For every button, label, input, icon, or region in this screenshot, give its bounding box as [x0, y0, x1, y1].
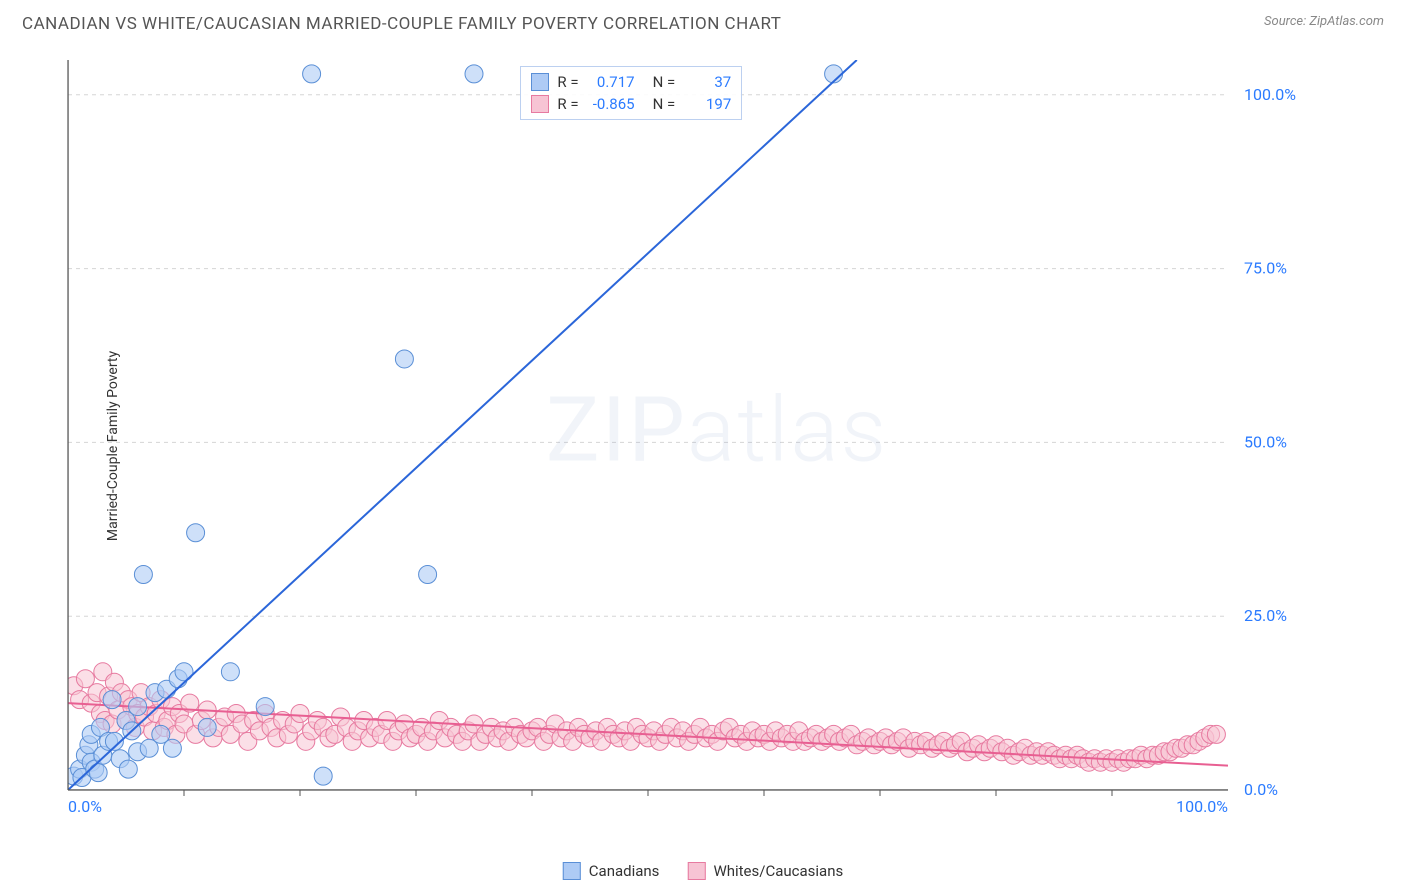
- scatter-point: [89, 764, 107, 782]
- stat-label: N =: [653, 73, 676, 91]
- svg-text:75.0%: 75.0%: [1244, 259, 1287, 278]
- stat-r-value: 0.717: [587, 73, 635, 91]
- stat-r-value: -0.865: [587, 95, 635, 113]
- chart-area: Married-Couple Family Poverty 0.0% 25.0% 5…: [48, 50, 1386, 842]
- svg-text:50.0%: 50.0%: [1244, 432, 1287, 451]
- scatter-point: [119, 760, 137, 778]
- svg-text:0.0%: 0.0%: [1244, 780, 1278, 799]
- header: CANADIAN VS WHITE/CAUCASIAN MARRIED-COUP…: [0, 0, 1406, 40]
- series-swatch: [531, 73, 549, 91]
- svg-text:25.0%: 25.0%: [1244, 606, 1287, 625]
- scatter-point: [314, 767, 332, 785]
- stat-label: N =: [653, 95, 676, 113]
- legend-item: Whites/Caucasians: [687, 862, 843, 880]
- legend: Canadians Whites/Caucasians: [563, 862, 843, 880]
- scatter-point: [419, 565, 437, 583]
- legend-label: Whites/Caucasians: [713, 862, 843, 880]
- legend-swatch: [563, 862, 581, 880]
- scatter-point: [465, 65, 483, 83]
- trend-line: [68, 60, 857, 790]
- chart-title: CANADIAN VS WHITE/CAUCASIAN MARRIED-COUP…: [22, 14, 781, 34]
- stats-row: R = -0.865 N = 197: [531, 93, 731, 115]
- svg-text:100.0%: 100.0%: [1244, 85, 1296, 104]
- series-swatch: [531, 95, 549, 113]
- scatter-point: [187, 524, 205, 542]
- scatter-point: [163, 739, 181, 757]
- stat-n-value: 197: [683, 95, 731, 113]
- svg-text:100.0%: 100.0%: [1176, 797, 1228, 816]
- y-axis-label: Married-Couple Family Poverty: [105, 351, 121, 541]
- legend-item: Canadians: [563, 862, 660, 880]
- stat-label: R =: [557, 95, 578, 113]
- scatter-point: [303, 65, 321, 83]
- svg-text:0.0%: 0.0%: [68, 797, 102, 816]
- scatter-point: [1207, 725, 1225, 743]
- scatter-point: [395, 350, 413, 368]
- scatter-point: [129, 698, 147, 716]
- scatter-point: [103, 691, 121, 709]
- scatter-point: [291, 705, 309, 723]
- scatter-point: [198, 718, 216, 736]
- legend-label: Canadians: [589, 862, 660, 880]
- scatter-point: [221, 663, 239, 681]
- scatter-point: [134, 565, 152, 583]
- source-label: Source: ZipAtlas.com: [1264, 14, 1384, 29]
- scatter-point: [256, 698, 274, 716]
- stat-label: R =: [557, 73, 578, 91]
- scatter-plot: 0.0%25.0%50.0%75.0%100.0%0.0%100.0%0.0%2…: [48, 50, 1308, 820]
- stats-box: R = 0.717 N = 37 R = -0.865 N = 197: [520, 66, 742, 120]
- stat-n-value: 37: [683, 73, 731, 91]
- stats-row: R = 0.717 N = 37: [531, 71, 731, 93]
- legend-swatch: [687, 862, 705, 880]
